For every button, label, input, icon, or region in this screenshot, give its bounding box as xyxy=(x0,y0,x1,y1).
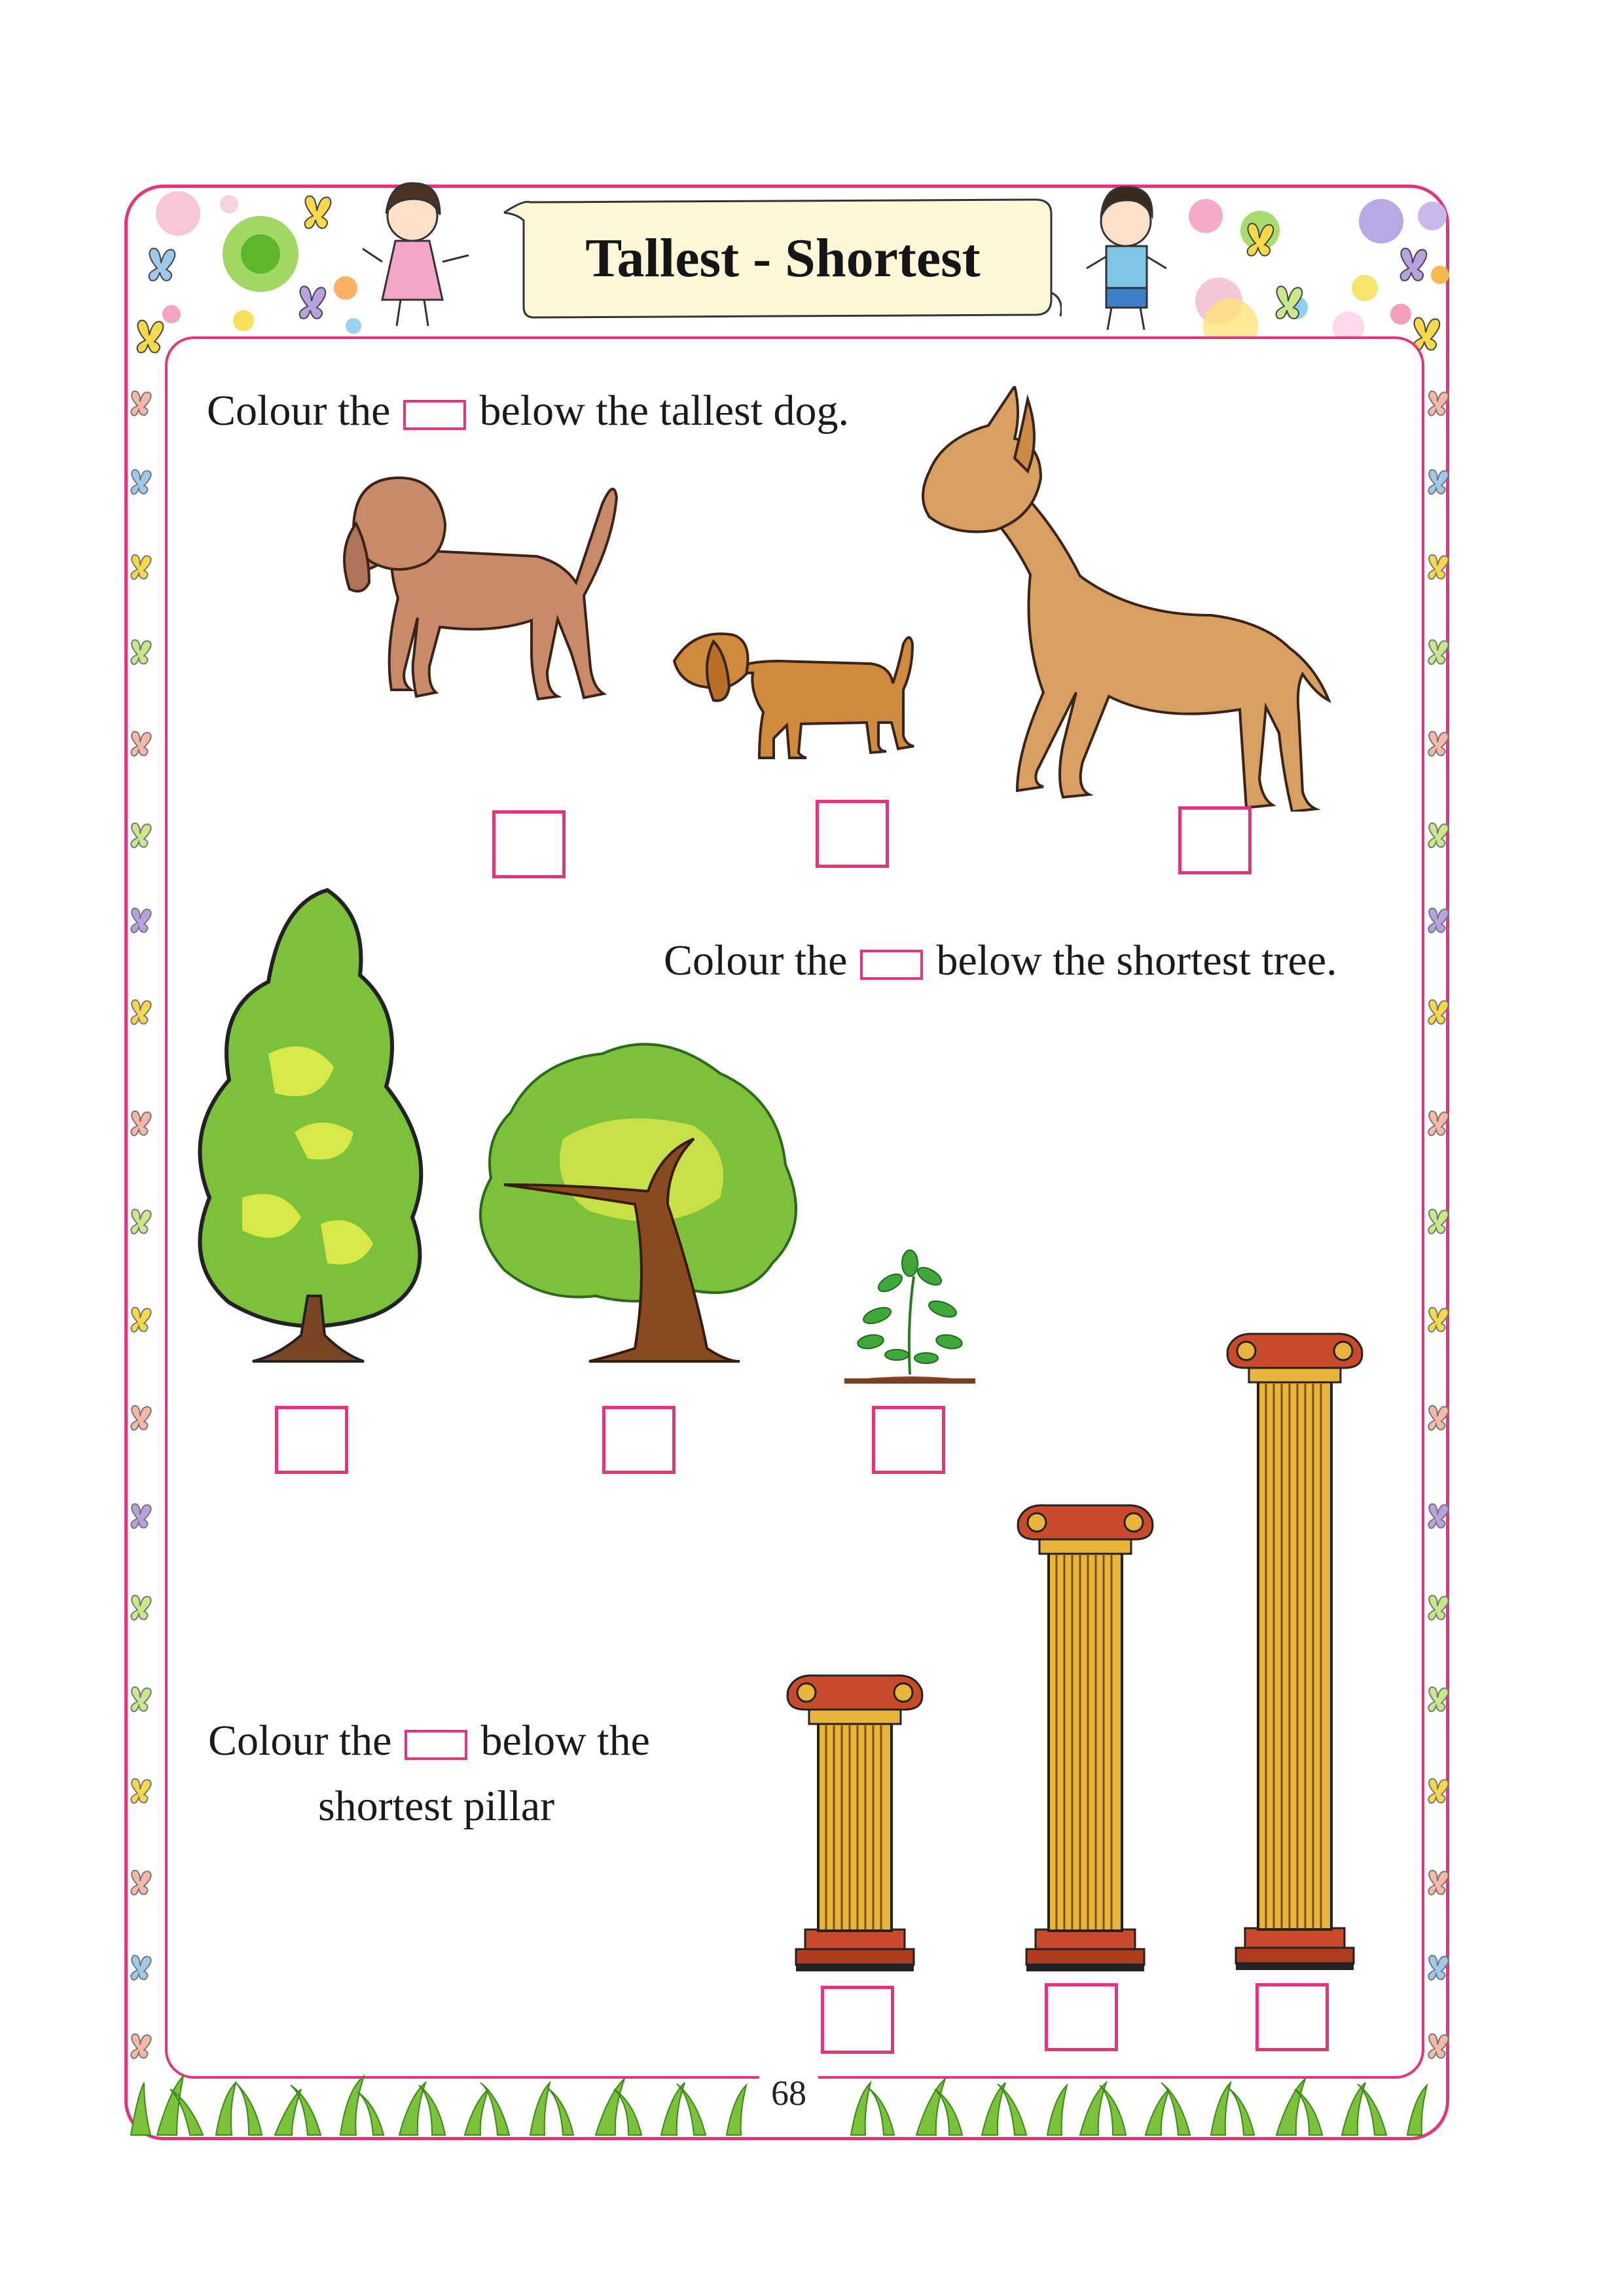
sample-box-icon xyxy=(405,1729,468,1760)
trees-instruction-suffix: below the shortest tree. xyxy=(936,937,1337,984)
sample-box-icon xyxy=(403,399,467,430)
dogs-instruction-suffix: below the tallest dog. xyxy=(479,387,850,435)
trees-instruction: Colour the below the shortest tree. xyxy=(664,935,1337,987)
girl-illustration xyxy=(362,182,469,327)
dog-illustration xyxy=(343,476,619,701)
trees-instruction-prefix: Colour the xyxy=(664,937,848,984)
pillars-instruction-line2: shortest pillar xyxy=(318,1782,555,1830)
tree-illustration xyxy=(198,888,424,1363)
title-banner xyxy=(504,198,1062,319)
dog-answer-box-1[interactable] xyxy=(492,810,566,878)
header-decorations xyxy=(136,182,1449,353)
pillar-illustration xyxy=(1226,1333,1363,1970)
butterfly-icon xyxy=(136,195,1441,353)
pillars-instruction-suffix: below the xyxy=(480,1717,650,1765)
dog-answer-box-2[interactable] xyxy=(816,800,889,868)
tree-answer-box-1[interactable] xyxy=(275,1406,348,1474)
tree-illustration xyxy=(844,1249,975,1384)
sample-box-icon xyxy=(860,949,924,980)
dogs-instruction: Colour the below the tallest dog. xyxy=(207,385,849,437)
pillar-answer-box-2[interactable] xyxy=(1045,1983,1118,2051)
dog-illustration xyxy=(672,632,914,759)
pillar-illustration xyxy=(786,1674,924,1971)
bubbles xyxy=(156,191,1449,353)
tree-answer-box-3[interactable] xyxy=(872,1406,945,1474)
tree-answer-box-2[interactable] xyxy=(602,1406,676,1474)
pillar-answer-box-1[interactable] xyxy=(821,1986,894,2054)
pillar-illustration xyxy=(1017,1504,1154,1971)
pillars-instruction-prefix: Colour the xyxy=(208,1717,392,1765)
pillars-instruction: Colour the below the xyxy=(208,1715,650,1767)
pillar-answer-box-3[interactable] xyxy=(1255,1983,1329,2051)
dog-illustration xyxy=(922,386,1331,812)
dog-answer-box-3[interactable] xyxy=(1178,806,1252,874)
page-number: 68 xyxy=(759,2067,818,2119)
page-title: Tallest - Shortest xyxy=(585,228,981,289)
tree-illustration xyxy=(479,1043,797,1363)
dogs-instruction-prefix: Colour the xyxy=(207,387,391,435)
boy-illustration xyxy=(1086,186,1167,331)
